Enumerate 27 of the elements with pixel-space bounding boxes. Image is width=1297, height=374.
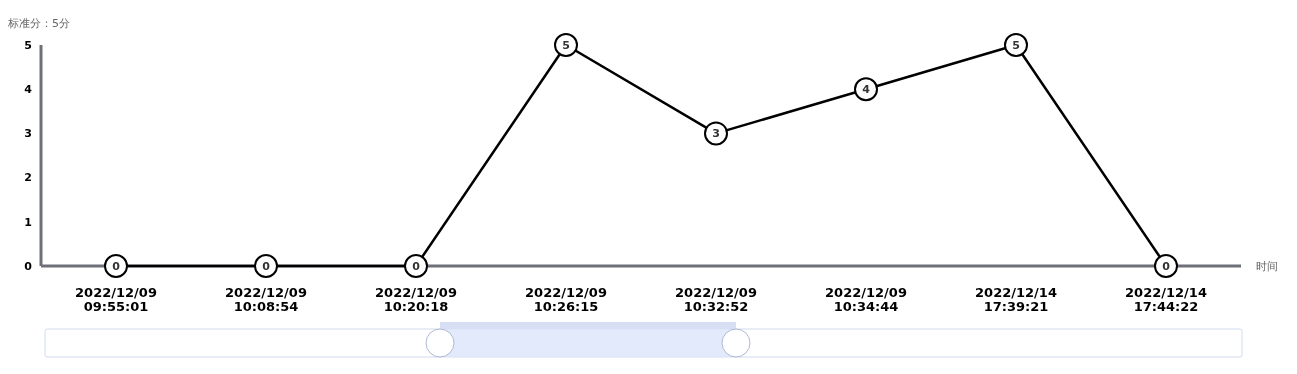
y-tick-label: 3 bbox=[24, 127, 32, 141]
x-tick-label: 2022/12/14 17:39:21 bbox=[975, 285, 1057, 314]
y-axis-title: 标准分：5分 bbox=[7, 17, 70, 30]
y-tick-label: 2 bbox=[24, 171, 32, 185]
data-label: 0 bbox=[112, 259, 121, 273]
x-tick-label: 2022/12/09 10:20:18 bbox=[375, 285, 457, 314]
point bbox=[554, 33, 578, 57]
point bbox=[704, 121, 728, 146]
data-label: 0 bbox=[1162, 259, 1171, 273]
y-tick-label: 5 bbox=[24, 38, 32, 52]
y-tick-label: 0 bbox=[24, 259, 33, 273]
x-tick-label: 2022/12/09 10:34:44 bbox=[825, 285, 907, 314]
data-label: 0 bbox=[412, 259, 421, 273]
y-tick-label: 4 bbox=[24, 83, 33, 97]
data-label: 5 bbox=[1012, 38, 1020, 52]
data-label: 5 bbox=[562, 38, 570, 52]
data-label: 3 bbox=[712, 127, 720, 141]
x-tick-label: 2022/12/09 10:08:54 bbox=[225, 285, 307, 314]
point bbox=[1004, 33, 1028, 57]
data-label: 0 bbox=[262, 259, 271, 273]
x-tick-label: 2022/12/14 17:44:22 bbox=[1125, 285, 1207, 314]
x-tick-label: 2022/12/09 10:26:15 bbox=[525, 285, 607, 314]
x-tick-label: 2022/12/09 10:32:52 bbox=[675, 285, 757, 314]
y-tick-label: 1 bbox=[24, 215, 32, 229]
data-label: 4 bbox=[862, 83, 871, 97]
x-tick-label: 2022/12/09 09:55:01 bbox=[75, 285, 157, 314]
x-axis-title: 时间 bbox=[1256, 259, 1278, 273]
